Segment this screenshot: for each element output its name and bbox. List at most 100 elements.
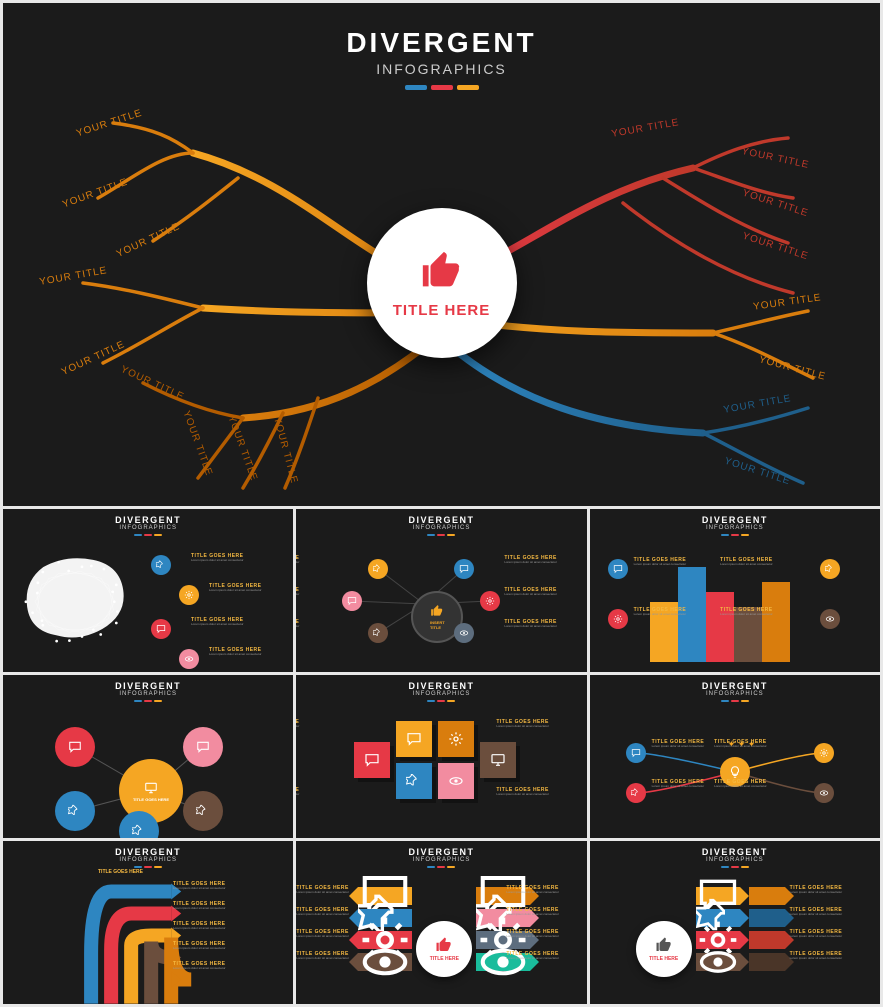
mini-desc: Lorem ipsum dolor sit amet consectetur: [296, 593, 299, 597]
circle-node: [183, 791, 223, 831]
mini-text-block: TITLE GOES HERE Lorem ipsum dolor sit am…: [506, 951, 581, 961]
chat-icon: [406, 731, 422, 747]
thumb-subtitle: INFOGRAPHICS: [590, 525, 880, 531]
mini-desc: Lorem ipsum dolor sit amet consectetur: [504, 561, 579, 565]
chat-icon: [156, 624, 166, 634]
node: [626, 743, 646, 763]
cube: [354, 742, 390, 778]
mini-desc: Lorem ipsum dolor sit amet consectetur: [790, 891, 865, 895]
thumb-subtitle: INFOGRAPHICS: [590, 691, 880, 697]
pin-icon: [132, 824, 146, 838]
mini-text-block: TITLE GOES HERE Lorem ipsum dolor sit am…: [296, 619, 299, 629]
template-grid: DIVERGENT INFOGRAPHICS TITLE HERE YOUR T…: [0, 0, 883, 1007]
thumb-title-block: DIVERGENT INFOGRAPHICS: [3, 841, 293, 868]
eye-icon: [819, 788, 829, 798]
eye-icon: [459, 628, 469, 638]
mini-desc: Lorem ipsum dolor sit amet consectetur: [296, 725, 299, 729]
thumb-arrow-stack-left: DIVERGENT INFOGRAPHICS TITLE HERE TITLE …: [590, 841, 880, 1004]
arrow-seg1: [696, 953, 740, 971]
node: [626, 783, 646, 803]
mini-desc: Lorem ipsum dolor sit amet consectetur: [698, 563, 773, 567]
center-ring: TITLE HERE: [636, 921, 692, 977]
cube: [396, 763, 432, 799]
mini-text-block: TITLE GOES HERE Lorem ipsum dolor sit am…: [496, 719, 571, 729]
mini-text-block: TITLE GOES HERE Lorem ipsum dolor sit am…: [790, 885, 865, 895]
mini-desc: Lorem ipsum dolor sit amet consectetur: [173, 967, 248, 971]
thumb-subtitle: INFOGRAPHICS: [3, 691, 293, 697]
node: [608, 609, 628, 629]
cube: [396, 721, 432, 757]
thumb-bars: DIVERGENT INFOGRAPHICS TITLE GOES HERE L…: [590, 509, 880, 672]
center-ring: TITLE HERE: [416, 921, 472, 977]
gear-icon: [613, 614, 623, 624]
gear-icon: [819, 748, 829, 758]
thumb-accent: [590, 700, 880, 702]
thumb-title: DIVERGENT: [296, 847, 586, 857]
mini-text-block: TITLE GOES HERE Lorem ipsum dolor sit am…: [296, 951, 371, 961]
mini-text-block: TITLE GOES HERE Lorem ipsum dolor sit am…: [296, 787, 299, 797]
node: [608, 559, 628, 579]
thumb-hub: DIVERGENT INFOGRAPHICS INSERTTITLE TITLE…: [296, 509, 586, 672]
thumb-body: TITLE HERE TITLE GOES HERE Lorem ipsum d…: [590, 873, 880, 1004]
cube: [438, 763, 474, 799]
node: [814, 743, 834, 763]
node: [820, 559, 840, 579]
mini-desc: Lorem ipsum dolor sit amet consectetur: [790, 957, 865, 961]
mini-desc: Lorem ipsum dolor sit amet consectetur: [209, 653, 284, 657]
mini-text-block: TITLE GOES HERE Lorem ipsum dolor sit am…: [209, 647, 284, 657]
thumb-split-arrows: DIVERGENT INFOGRAPHICS TITLE GOES HERE T…: [3, 841, 293, 1004]
thumbs-up-icon: [430, 604, 444, 618]
chat-icon: [613, 564, 623, 574]
bar: [762, 582, 790, 662]
thumb-brain: DIVERGENT INFOGRAPHICS TITLE GOES HERE L…: [3, 509, 293, 672]
mini-desc: Lorem ipsum dolor sit amet consectetur: [173, 887, 248, 891]
thumb-body: ✦ ✦ ✦ TITLE GOES HERE Lorem ipsum dolor …: [590, 707, 880, 838]
thumbs-up-icon: [419, 248, 465, 294]
mini-desc: Lorem ipsum dolor sit amet consectetur: [698, 613, 773, 617]
thumb-body: TITLE GOES HERE Lorem ipsum dolor sit am…: [3, 541, 293, 672]
mini-text-block: TITLE GOES HERE Lorem ipsum dolor sit am…: [296, 587, 299, 597]
thumb-title-block: DIVERGENT INFOGRAPHICS: [296, 509, 586, 536]
pin-icon: [825, 564, 835, 574]
gear-icon: [448, 731, 464, 747]
node: [814, 783, 834, 803]
chat-icon: [631, 748, 641, 758]
mini-text-block: TITLE GOES HERE Lorem ipsum dolor sit am…: [692, 739, 767, 749]
thumb-subtitle: INFOGRAPHICS: [296, 691, 586, 697]
mini-text-block: TITLE GOES HERE Lorem ipsum dolor sit am…: [296, 555, 299, 565]
mini-text-block: TITLE GOES HERE Lorem ipsum dolor sit am…: [698, 607, 773, 617]
thumb-title-block: DIVERGENT INFOGRAPHICS: [590, 675, 880, 702]
thumb-body: INSERTTITLE TITLE GOES HERE Lorem ipsum …: [296, 541, 586, 672]
mini-text-block: TITLE GOES HERE Lorem ipsum dolor sit am…: [506, 907, 581, 917]
thumb-accent: [296, 700, 586, 702]
eye-icon: [184, 654, 194, 664]
eye-icon: [476, 935, 530, 989]
mini-desc: Lorem ipsum dolor sit amet consectetur: [790, 935, 865, 939]
thumb-title-block: DIVERGENT INFOGRAPHICS: [3, 509, 293, 536]
thumb-title: DIVERGENT: [590, 515, 880, 525]
pin-icon: [406, 773, 422, 789]
thumb-accent: [3, 866, 293, 868]
eye-icon: [448, 773, 464, 789]
mini-desc: Lorem ipsum dolor sit amet consectetur: [692, 745, 767, 749]
chat-icon: [68, 740, 82, 754]
thumb-title-block: DIVERGENT INFOGRAPHICS: [3, 675, 293, 702]
chat-icon: [347, 596, 357, 606]
thumb-title: DIVERGENT: [3, 515, 293, 525]
arrow-seg2: [749, 909, 785, 927]
mini-desc: Lorem ipsum dolor sit amet consectetur: [296, 561, 299, 565]
chat-icon: [364, 752, 380, 768]
mini-desc: Lorem ipsum dolor sit amet consectetur: [504, 625, 579, 629]
bar: [706, 592, 734, 662]
mini-text-block: TITLE GOES HERE Lorem ipsum dolor sit am…: [173, 921, 248, 931]
node: [151, 555, 171, 575]
thumb-subtitle: INFOGRAPHICS: [3, 857, 293, 863]
thumb-body: TITLE HERE TITLE GOES HERE Lorem ipsum d…: [296, 873, 586, 1004]
mini-text-block: TITLE GOES HERE Lorem ipsum dolor sit am…: [191, 617, 266, 627]
thumb-accent: [296, 866, 586, 868]
center-label: TITLE HERE: [393, 302, 491, 319]
cube: [438, 721, 474, 757]
hero-slide: DIVERGENT INFOGRAPHICS TITLE HERE YOUR T…: [3, 3, 880, 506]
mini-text-block: TITLE GOES HERE Lorem ipsum dolor sit am…: [504, 555, 579, 565]
mini-desc: Lorem ipsum dolor sit amet consectetur: [504, 593, 579, 597]
